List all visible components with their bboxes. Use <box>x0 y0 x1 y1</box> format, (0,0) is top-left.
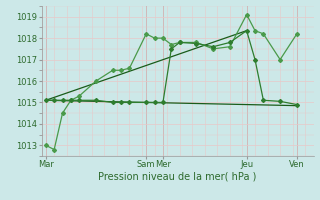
X-axis label: Pression niveau de la mer( hPa ): Pression niveau de la mer( hPa ) <box>99 172 257 182</box>
